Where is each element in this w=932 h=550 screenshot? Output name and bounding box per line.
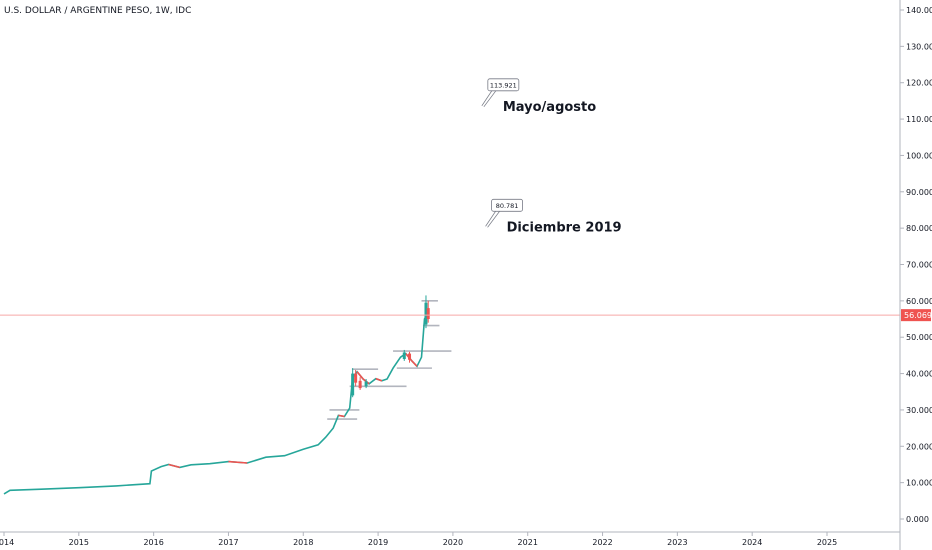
y-tick-label: 140.000 bbox=[906, 6, 932, 15]
candles bbox=[351, 295, 430, 398]
x-tick-label: 2024 bbox=[742, 538, 762, 547]
callout-box bbox=[491, 198, 523, 212]
down-segment bbox=[168, 463, 181, 469]
down-segment bbox=[338, 414, 345, 418]
down-segment bbox=[411, 360, 418, 367]
candle-body bbox=[364, 381, 368, 387]
candle-body bbox=[424, 302, 428, 325]
y-tick-label: 10.000 bbox=[906, 479, 932, 488]
candle-body bbox=[358, 380, 362, 389]
y-tick-label: 20.000 bbox=[906, 442, 932, 451]
callout-pointer bbox=[483, 90, 497, 108]
y-axis[interactable]: 0.000 10.000 20.000 30.000 40.000 50.000 60.00… bbox=[899, 0, 932, 550]
y-tick-label: 30.000 bbox=[906, 406, 932, 415]
annotations[interactable]: 113.921 Mayo/agosto 80.781 Diciembre 2019 bbox=[481, 78, 622, 235]
support-lines bbox=[327, 300, 452, 420]
y-tick-label: 90.000 bbox=[906, 188, 932, 197]
x-tick-label: 2016 bbox=[143, 538, 163, 547]
y-tick-label: 120.000 bbox=[906, 79, 932, 88]
last-price-label: 56.069 bbox=[904, 311, 932, 320]
annotation-callout[interactable]: 113.921 Mayo/agosto bbox=[481, 78, 596, 115]
callout-pointer bbox=[485, 211, 496, 227]
x-tick-label: 2025 bbox=[817, 538, 837, 547]
x-tick-label: 2015 bbox=[69, 538, 89, 547]
x-tick-label: 2019 bbox=[368, 538, 388, 547]
candle-body bbox=[402, 352, 406, 360]
y-tick-label: 110.000 bbox=[906, 115, 932, 124]
price-line bbox=[3, 314, 428, 495]
last-price-tag bbox=[901, 309, 931, 322]
x-tick-label: 2017 bbox=[218, 538, 238, 547]
y-tick-label: 100.000 bbox=[906, 151, 932, 160]
x-tick-label: 2021 bbox=[518, 538, 538, 547]
candle-body bbox=[351, 373, 355, 396]
y-tick-label: 70.000 bbox=[906, 261, 932, 270]
candle-body bbox=[354, 373, 358, 383]
x-axis[interactable]: 2014 2015 2016 2017 2018 2019 2020 2021 2022 2023… bbox=[0, 531, 900, 547]
annotation-callout[interactable]: 80.781 Diciembre 2019 bbox=[485, 198, 622, 235]
x-tick-label: 2023 bbox=[667, 538, 687, 547]
down-segment bbox=[228, 460, 248, 464]
callout-pointer bbox=[481, 90, 493, 107]
x-tick-label: 2022 bbox=[592, 538, 612, 547]
x-tick-label: 2018 bbox=[293, 538, 313, 547]
price-series bbox=[3, 314, 428, 495]
chart-title: U.S. DOLLAR / ARGENTINE PESO, 1W, IDC bbox=[4, 6, 192, 16]
callout-value: 80.781 bbox=[496, 202, 519, 210]
down-segment bbox=[356, 371, 364, 380]
y-tick-label: 60.000 bbox=[906, 297, 932, 306]
last-price-marker: 56.069 bbox=[0, 309, 932, 322]
x-tick-label: 2014 bbox=[0, 538, 14, 547]
y-tick-label: 0.000 bbox=[906, 515, 929, 524]
y-tick-label: 80.000 bbox=[906, 224, 932, 233]
annotation-label: Diciembre 2019 bbox=[507, 220, 622, 235]
y-tick-label: 50.000 bbox=[906, 333, 932, 342]
callout-pointer bbox=[487, 211, 500, 228]
annotation-label: Mayo/agosto bbox=[503, 100, 596, 115]
y-tick-label: 40.000 bbox=[906, 370, 932, 379]
candle-body bbox=[426, 308, 430, 320]
down-segment bbox=[375, 377, 383, 382]
x-tick-label: 2020 bbox=[443, 538, 463, 547]
callout-value: 113.921 bbox=[490, 81, 517, 89]
y-tick-label: 130.000 bbox=[906, 42, 932, 51]
candle-body bbox=[408, 353, 412, 360]
callout-box bbox=[487, 78, 520, 92]
